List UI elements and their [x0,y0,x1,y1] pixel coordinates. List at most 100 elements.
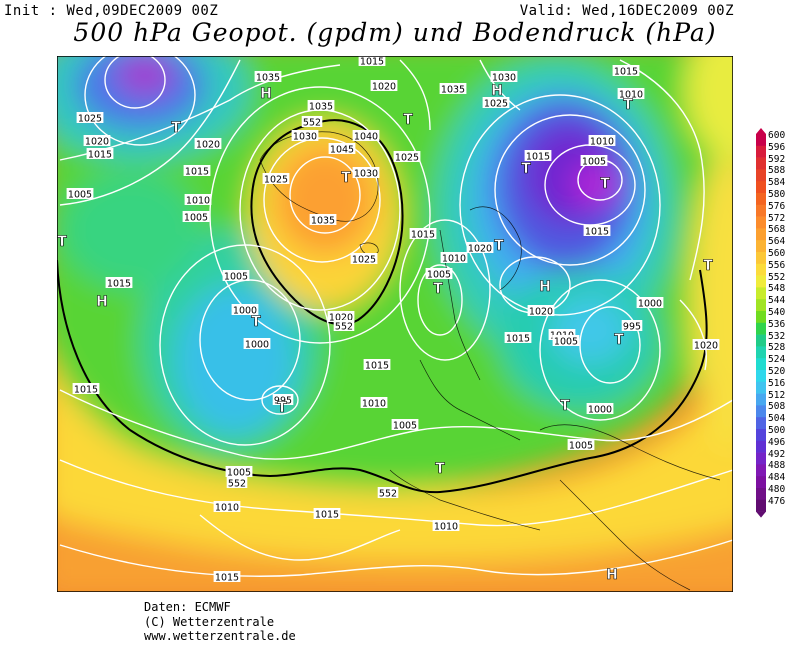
pressure-label: 1025 [352,255,376,266]
scale-swatch [756,252,766,265]
pressure-label-bg [439,83,467,94]
valid-time: Valid: Wed,16DEC2009 00Z [519,3,734,19]
scale-label: 560 [768,248,786,259]
scale-swatch [756,204,766,217]
credits: Daten: ECMWF (C) Wetterzentrale www.wett… [144,600,296,644]
scale-label: 516 [768,377,786,389]
greenland-high-orange [275,145,375,255]
pressure-label: 1020 [85,137,109,148]
pressure-label: 552 [379,489,397,500]
pressure-label: 1000 [233,306,257,317]
pressure-label: 1015 [506,334,530,345]
pressure-label-bg [350,253,378,264]
credits-copyright: (C) Wetterzentrale [144,614,275,629]
pressure-label: 1035 [309,102,333,113]
pressure-label-bg [307,100,335,111]
scale-swatch [756,157,766,170]
scale-swatch [756,499,766,512]
pressure-label: 995 [274,396,292,407]
scale-swatch [756,275,766,288]
western-low-teal [60,170,200,290]
scale-label: 532 [768,330,786,342]
pressure-label-bg [225,466,253,477]
init-time: Init : Wed,09DEC2009 00Z [4,3,219,19]
scale-label: 536 [768,318,786,330]
pressure-label-bg [183,165,211,176]
scale-label: 600 [768,130,786,141]
pressure-label: 552 [335,322,353,333]
pressure-label: 995 [623,322,641,333]
pressure-label-bg [291,130,319,141]
pressure-label-bg [222,270,250,281]
pressure-label: 1015 [365,361,389,372]
pressure-label: 1010 [362,399,386,410]
scale-swatch [756,429,766,442]
pressure-label-bg [352,167,380,178]
pressure-label: 1035 [441,85,465,96]
pressure-label-bg [617,88,645,99]
pressure-label-bg [231,304,259,315]
scale-label: 552 [768,271,786,283]
pressure-label: 1010 [590,137,614,148]
scale-swatch [756,263,766,276]
pressure-label: 1005 [227,468,251,479]
pressure-label: 1005 [582,157,606,168]
scale-label: 592 [768,153,786,165]
pressure-label-bg [328,143,356,154]
pressure-label-bg [254,71,282,82]
pressure-label-bg [621,320,643,331]
scale-label: 528 [768,342,786,354]
pressure-label-bg [377,487,399,498]
pressure-label: 1045 [330,145,354,156]
pressure-label-bg [360,397,388,408]
pressure-label: 1020 [196,140,220,151]
pressure-label: 1025 [78,114,102,125]
scale-swatch [756,381,766,394]
scale-swatch [756,476,766,489]
scale-swatch [756,169,766,182]
weather-map: 1015 1015 1035 1030 1020 1035 1010 1025 1035 1025… [57,56,733,592]
scale-swatch [756,228,766,241]
pressure-label-bg [272,394,294,405]
pressure-label-bg [391,419,419,430]
map-title: 500 hPa Geopot. (gpdm) und Bodendruck (h… [73,18,717,47]
pressure-label: 552 [228,479,246,490]
pressure-label: 1035 [256,73,280,84]
pressure-label-bg [586,403,614,414]
scale-swatch [756,452,766,465]
pressure-label: 1020 [329,313,353,324]
scale-swatch [756,287,766,300]
pressure-label-bg [76,112,104,123]
pressure-label-bg [552,335,580,346]
pressure-label: 1015 [215,573,239,584]
pressure-label-bg [363,359,391,370]
scale-swatch [756,193,766,206]
low-pressure-marker: T [494,238,504,254]
low-pressure-marker: T [341,170,351,186]
high-pressure-marker: H [539,279,551,295]
scale-swatch [756,334,766,347]
pressure-label-bg [490,71,518,82]
pressure-label-bg [466,242,494,253]
scale-label: 512 [768,389,786,401]
scale-label: 580 [768,189,786,200]
pressure-label-bg [432,520,460,531]
pressure-label-bg [358,56,386,66]
scale-label: 480 [768,484,786,495]
pressure-label-bg [105,277,133,288]
scale-label: 496 [768,436,786,448]
scale-swatch [756,322,766,335]
pressure-systems: H H H H H T T T T T T T T T T T T T T T [57,83,714,584]
pressure-label: 1005 [569,441,593,452]
credits-url[interactable]: www.wetterzentrale.de [144,629,296,643]
scale-label: 584 [768,177,786,189]
pressure-label-bg [636,297,664,308]
pressure-label: 1015 [185,167,209,178]
pressure-label: 1005 [184,213,208,224]
scale-label: 544 [768,295,786,307]
scale-label: 476 [768,495,786,507]
scale-swatch [756,181,766,194]
pressure-label-bg [588,135,616,146]
pressure-label: 1010 [434,522,458,533]
scale-label: 500 [768,425,786,436]
